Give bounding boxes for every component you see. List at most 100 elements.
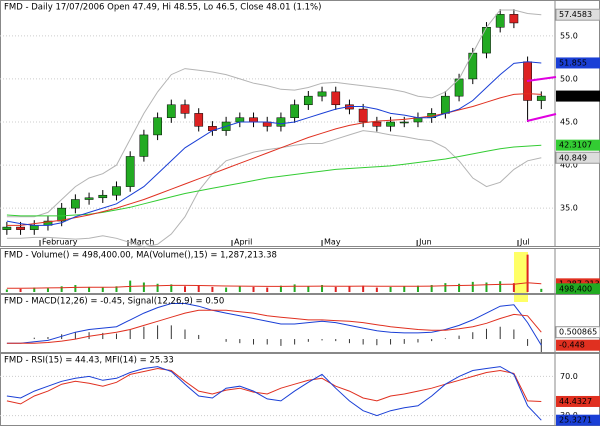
value-label: 40.849 bbox=[559, 153, 587, 162]
candle-body bbox=[194, 113, 204, 127]
volume-bar bbox=[540, 288, 543, 292]
volume-bar bbox=[225, 287, 228, 292]
candle-body bbox=[386, 121, 395, 127]
volume-bar bbox=[211, 286, 214, 292]
volume-bar bbox=[444, 283, 447, 292]
x-tick-label: Jun bbox=[418, 238, 432, 247]
series-line bbox=[6, 9, 542, 218]
volume-bar bbox=[307, 286, 310, 292]
volume-bar bbox=[512, 283, 515, 292]
candle-body bbox=[112, 186, 121, 196]
candle-body bbox=[317, 91, 327, 97]
value-label: 498,400 bbox=[559, 284, 592, 293]
candle-body bbox=[98, 194, 108, 199]
panel-title: FMD - MACD(12,26) = -0.45, Signal(12,26,… bbox=[4, 297, 224, 307]
panel-title: FMD - RSI(15) = 44.43, MFI(14) = 25.33 bbox=[4, 356, 174, 366]
value-box bbox=[556, 339, 600, 351]
volume-bar bbox=[19, 288, 22, 292]
value-label: 0.500865 bbox=[559, 328, 597, 337]
value-label: 57.4583 bbox=[559, 10, 592, 19]
volume-bar bbox=[101, 287, 104, 292]
volume-bar bbox=[279, 285, 282, 292]
candle-body bbox=[331, 91, 341, 106]
value-label: 25.3271 bbox=[559, 416, 592, 425]
volume-bar bbox=[293, 284, 296, 292]
candle-body bbox=[249, 117, 258, 123]
volume-bar bbox=[74, 285, 77, 292]
volume-bar bbox=[238, 286, 241, 292]
volume-bar bbox=[156, 283, 159, 292]
volume-bar bbox=[266, 287, 269, 292]
series-line bbox=[6, 367, 542, 405]
candle-body bbox=[139, 134, 149, 157]
candle-body bbox=[2, 226, 12, 230]
candle-body bbox=[303, 95, 313, 106]
volume-bar bbox=[485, 282, 488, 292]
candle-body bbox=[372, 121, 382, 127]
volume-bar bbox=[88, 286, 91, 292]
volume-bar bbox=[334, 286, 337, 292]
y-tick-label: 45.0 bbox=[560, 118, 578, 127]
y-tick-label: 70.0 bbox=[560, 372, 578, 381]
candle-body bbox=[125, 156, 135, 187]
highlight bbox=[514, 252, 528, 302]
candle-body bbox=[84, 197, 94, 200]
volume-bar bbox=[197, 285, 200, 292]
value-label: 44.4327 bbox=[559, 397, 592, 406]
volume-bar bbox=[375, 287, 378, 292]
value-box bbox=[555, 151, 600, 164]
volume-bar bbox=[170, 284, 173, 292]
volume-bar bbox=[252, 286, 255, 292]
trend-line bbox=[526, 113, 557, 122]
volume-bar bbox=[348, 286, 351, 292]
candle-body bbox=[441, 95, 450, 114]
candle-body bbox=[16, 226, 25, 230]
x-tick-label: May bbox=[324, 238, 341, 247]
volume-bar bbox=[458, 283, 461, 292]
candle-body bbox=[536, 95, 546, 101]
series-line bbox=[6, 303, 542, 346]
candle-body bbox=[399, 121, 409, 124]
value-box bbox=[556, 90, 600, 102]
volume-bar bbox=[60, 286, 63, 292]
volume-bar bbox=[46, 288, 49, 292]
volume-bar bbox=[115, 286, 118, 292]
x-tick-label: February bbox=[42, 238, 78, 247]
x-tick-label: Jul bbox=[519, 238, 530, 247]
value-box bbox=[556, 283, 600, 295]
value-label: -0.448 bbox=[559, 341, 585, 350]
series-line bbox=[6, 130, 542, 248]
value-box bbox=[556, 395, 600, 407]
candle-body bbox=[509, 14, 519, 24]
volume-bar bbox=[416, 285, 419, 292]
y-tick-label: 35.0 bbox=[560, 204, 578, 213]
volume-bar bbox=[184, 286, 186, 292]
series-line bbox=[6, 61, 542, 226]
volume-bar bbox=[321, 285, 324, 292]
volume-bar bbox=[5, 289, 8, 292]
y-tick-label: 55.0 bbox=[560, 31, 578, 40]
value-label: 42.3107 bbox=[559, 141, 592, 150]
value-box bbox=[556, 139, 600, 151]
candle-body bbox=[180, 104, 190, 114]
panel-title: FMD - Daily 17/07/2006 Open 47.49, Hi 48… bbox=[4, 3, 321, 13]
x-tick-label: April bbox=[234, 238, 252, 247]
series-line bbox=[6, 366, 542, 421]
volume-bar bbox=[471, 281, 474, 292]
x-tick-label: March bbox=[130, 238, 154, 247]
value-box bbox=[556, 57, 600, 69]
volume-bar bbox=[389, 286, 392, 292]
volume-bar bbox=[526, 254, 529, 292]
series-line bbox=[6, 309, 542, 344]
volume-bar bbox=[403, 286, 406, 292]
candle-body bbox=[29, 225, 39, 230]
volume-bar bbox=[142, 282, 145, 292]
candle-body bbox=[276, 117, 286, 127]
candle-body bbox=[468, 52, 478, 80]
candle-body bbox=[495, 14, 505, 28]
trend-line bbox=[526, 76, 557, 82]
candle-body bbox=[153, 117, 162, 136]
y-tick-label: 40.0 bbox=[560, 161, 578, 170]
